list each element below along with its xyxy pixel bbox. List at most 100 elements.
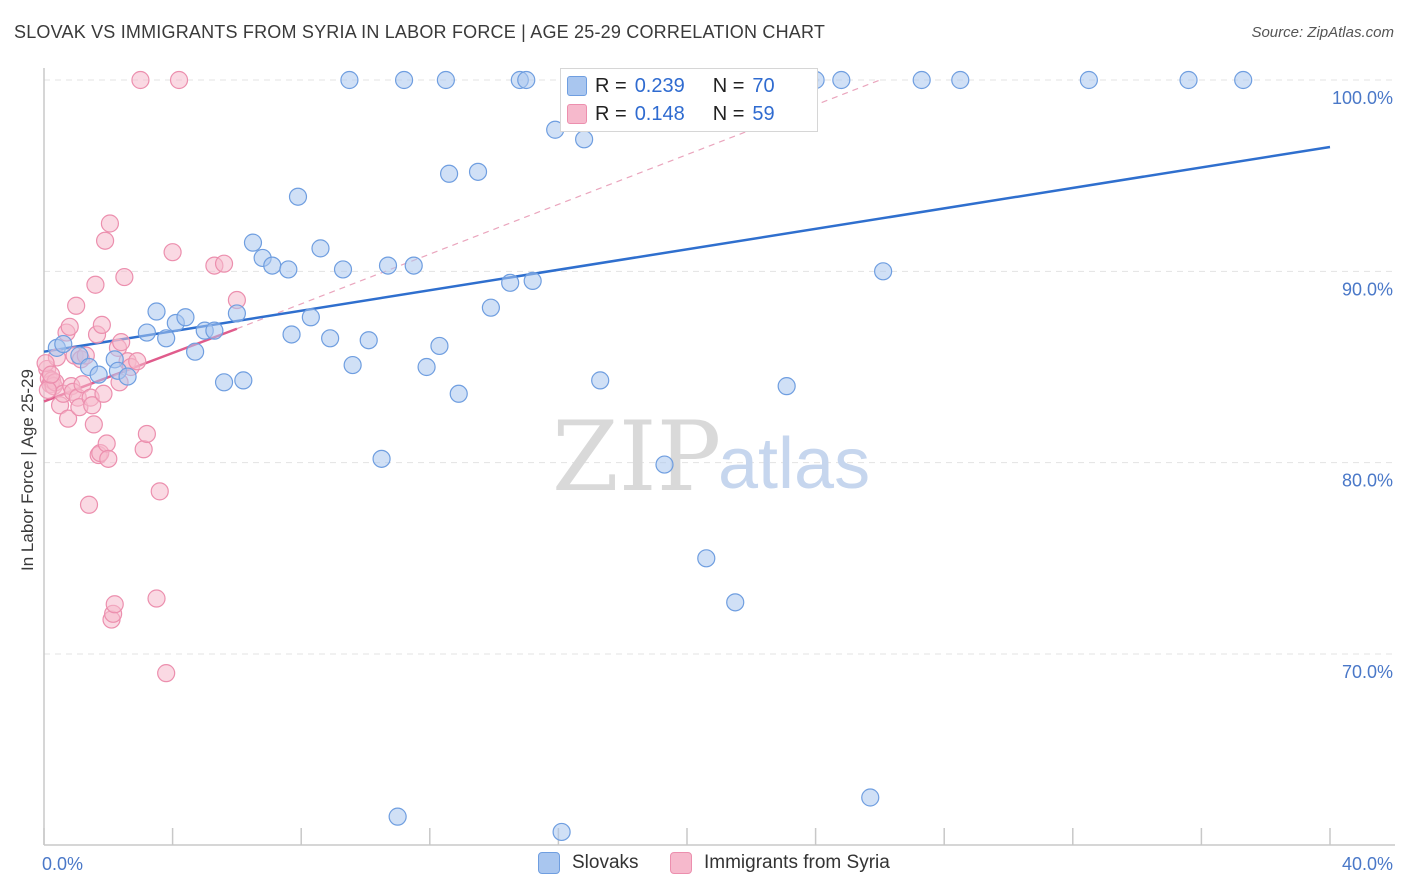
data-point-syria	[92, 315, 111, 335]
data-point-slovaks	[468, 162, 488, 181]
watermark-atlas: atlas	[718, 424, 870, 504]
data-point-syria	[83, 396, 102, 415]
data-point-slovaks	[333, 260, 353, 279]
data-point-slovaks	[430, 336, 449, 356]
data-point-slovaks	[1234, 70, 1253, 90]
data-point-syria	[38, 380, 57, 400]
watermark: ZIP atlas	[552, 401, 870, 513]
data-point-syria	[134, 440, 153, 459]
y-tick-label: 100.0%	[1332, 88, 1393, 108]
data-point-slovaks	[205, 321, 224, 340]
grid-lines	[44, 79, 1395, 655]
legend-item-syria: Immigrants from Syria	[670, 852, 890, 874]
data-point-slovaks	[517, 70, 536, 90]
data-point-slovaks	[147, 302, 166, 321]
legend-label-syria: Immigrants from Syria	[704, 852, 890, 873]
legend-n-value-slovaks: 70	[752, 74, 775, 97]
legend-n-label: N =	[712, 102, 745, 125]
data-point-slovaks	[340, 70, 359, 90]
data-point-slovaks	[378, 256, 398, 275]
legend-r-label: R =	[595, 74, 627, 97]
data-point-slovaks	[439, 164, 459, 183]
data-point-slovaks	[372, 449, 391, 468]
data-point-syria	[41, 365, 61, 384]
data-point-slovaks	[359, 331, 378, 350]
data-point-syria	[115, 267, 134, 287]
data-point-slovaks	[575, 130, 594, 149]
data-point-slovaks	[552, 822, 571, 842]
data-point-syria	[86, 275, 105, 294]
data-point-slovaks	[501, 273, 520, 292]
data-point-slovaks	[263, 256, 282, 275]
data-point-slovaks	[832, 70, 851, 90]
data-point-slovaks	[404, 256, 423, 275]
trend-line-slovaks	[43, 145, 1331, 353]
data-point-syria	[95, 231, 115, 250]
legend-swatch-slovaks	[538, 852, 560, 874]
data-point-slovaks	[301, 308, 320, 327]
data-point-syria	[79, 495, 99, 514]
data-point-syria	[67, 296, 86, 315]
data-point-slovaks	[874, 262, 893, 281]
data-point-syria	[97, 434, 116, 453]
data-point-slovaks	[227, 304, 246, 323]
data-point-slovaks	[436, 70, 455, 90]
data-point-syria	[99, 449, 118, 468]
data-point-syria	[150, 482, 169, 501]
data-point-slovaks	[417, 357, 436, 377]
data-point-syria	[105, 595, 124, 614]
data-point-slovaks	[279, 260, 298, 279]
legend-r-value-syria: 0.148	[634, 102, 685, 125]
watermark-zip: ZIP	[552, 401, 721, 513]
data-point-slovaks	[912, 70, 931, 90]
legend-swatch-syria	[670, 852, 692, 874]
data-point-slovaks	[523, 271, 542, 290]
data-points	[36, 70, 1253, 842]
data-point-syria	[137, 424, 156, 444]
data-point-slovaks	[655, 455, 674, 474]
data-point-slovaks	[388, 807, 407, 826]
data-point-slovaks	[282, 325, 301, 344]
x-tick-label: 0.0%	[42, 854, 83, 874]
series-legend: Slovaks Immigrants from Syria	[0, 852, 1406, 878]
legend-label-slovaks: Slovaks	[572, 852, 639, 873]
data-point-slovaks	[861, 788, 880, 807]
y-tick-label: 80.0%	[1342, 471, 1393, 491]
data-point-slovaks	[288, 187, 308, 206]
x-tick-label: 40.0%	[1342, 854, 1393, 874]
y-tick-label: 70.0%	[1342, 662, 1393, 682]
legend-row-syria: R = 0.148 N = 59	[567, 101, 775, 127]
data-point-syria	[214, 254, 234, 273]
data-point-slovaks	[186, 342, 205, 361]
data-point-slovaks	[214, 373, 234, 392]
data-point-syria	[59, 409, 78, 428]
chart-title: SLOVAK VS IMMIGRANTS FROM SYRIA IN LABOR…	[14, 22, 826, 42]
legend-r-label: R =	[595, 102, 627, 125]
data-point-syria	[112, 333, 131, 352]
data-point-syria	[94, 384, 113, 403]
data-point-slovaks	[726, 593, 745, 612]
data-point-slovaks	[311, 239, 330, 258]
data-point-slovaks	[394, 70, 414, 90]
data-point-syria	[147, 589, 166, 608]
data-point-slovaks	[1179, 70, 1198, 90]
data-point-slovaks	[89, 365, 108, 384]
data-point-slovaks	[481, 298, 500, 317]
data-point-slovaks	[321, 329, 340, 348]
data-point-slovaks	[697, 549, 716, 568]
data-point-slovaks	[54, 334, 73, 354]
legend-swatch-slovaks	[567, 76, 587, 96]
data-point-syria	[73, 375, 92, 394]
data-point-syria	[169, 70, 189, 90]
data-point-slovaks	[176, 308, 195, 327]
legend-n-value-syria: 59	[752, 102, 775, 125]
data-point-syria	[128, 352, 147, 371]
data-point-slovaks	[1079, 70, 1098, 90]
tick-labels: 70.0% 80.0% 90.0% 100.0% 0.0% 40.0%	[42, 88, 1393, 874]
data-point-slovaks	[951, 70, 970, 90]
correlation-legend: R = 0.239 N = 70 R = 0.148 N = 59	[560, 68, 818, 132]
data-point-slovaks	[137, 323, 156, 342]
data-point-slovaks	[449, 384, 468, 403]
data-point-slovaks	[777, 377, 796, 396]
